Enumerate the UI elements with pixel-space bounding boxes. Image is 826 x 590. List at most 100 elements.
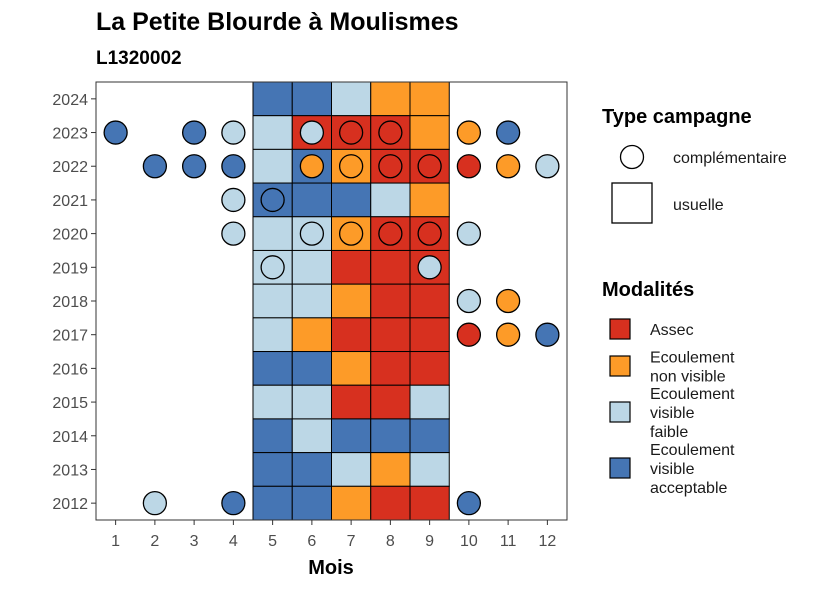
chart-title: La Petite Blourde à Moulismes [96,8,459,36]
x-tick-label: 3 [190,533,199,550]
point-2023-4 [221,120,246,145]
cell-2021-6 [291,182,332,218]
cell-2024-7 [331,81,372,117]
cell-2016-9 [409,351,450,386]
cell-2018-5 [252,283,293,319]
point-2023-8 [378,120,403,145]
point-2017-12 [535,322,560,347]
legend-type: complémentaire usuelle [611,144,787,224]
point-2022-10 [456,154,482,179]
legend-modalite-key-assec [609,318,631,340]
cell-2018-7 [331,283,372,319]
cell-2014-5 [252,418,293,454]
cell-2019-8 [370,249,411,285]
cell-2023-5 [252,115,293,150]
cell-2014-8 [370,418,411,454]
complementaire-points [103,120,560,516]
x-tick-label: 12 [538,533,556,550]
legend-modalite-label-faible: Ecoulement visible faible [650,386,735,441]
x-tick-label: 7 [347,533,356,550]
point-2022-8 [378,154,403,179]
cell-2017-9 [409,317,450,353]
y-tick-label: 2018 [52,294,88,311]
cell-2018-6 [291,283,332,319]
y-tick-label: 2013 [52,462,88,479]
cell-2016-8 [370,351,411,386]
x-axis: 1 2 3 4 5 6 7 8 9 10 11 12 [111,520,556,550]
point-2023-6 [299,120,325,145]
cell-2013-5 [252,452,293,487]
point-2020-8 [378,221,403,246]
cell-2015-9 [409,384,450,420]
point-2012-10 [456,491,482,516]
legend-modalite-key-acceptable [609,457,631,479]
cell-2015-6 [291,384,332,420]
cell-2017-7 [331,317,372,353]
cell-2019-7 [331,249,372,285]
cell-2012-6 [291,485,332,521]
cell-2016-5 [252,351,293,386]
point-2022-4 [221,154,246,179]
cell-2016-6 [291,351,332,386]
point-2019-9 [417,255,442,280]
y-tick-label: 2019 [52,260,88,277]
cell-2015-7 [331,384,372,420]
usuelle-cells [252,81,450,521]
cell-2024-6 [291,81,332,117]
point-2018-10 [456,288,482,314]
point-2022-3 [181,154,207,179]
legend-type-label-complementaire: complémentaire [673,150,787,167]
point-2017-10 [456,322,482,347]
chart-subtitle: L1320002 [96,48,182,69]
y-tick-label: 2022 [52,159,88,176]
point-2022-7 [338,154,364,179]
x-tick-label: 9 [425,533,434,550]
legend-modalite-label-assec: Assec [650,322,694,339]
y-tick-label: 2024 [52,92,88,109]
cell-2023-9 [409,115,450,150]
legend-modalite-key-faible [609,401,631,423]
cell-2013-9 [409,452,450,487]
x-axis-title: Mois [308,557,354,579]
y-tick-label: 2023 [52,126,88,143]
y-tick-label: 2021 [52,193,88,210]
y-tick-label: 2017 [52,328,88,345]
point-2023-1 [103,120,128,145]
point-2022-6 [299,154,325,179]
cell-2013-7 [331,452,372,487]
point-2012-4 [221,491,246,516]
cell-2012-9 [409,485,450,521]
cell-2013-6 [291,452,332,487]
cell-2018-8 [370,283,411,319]
point-2023-3 [181,120,207,145]
point-2020-9 [417,221,442,246]
cell-2014-9 [409,418,450,454]
point-2023-7 [338,120,364,145]
cell-2013-8 [370,452,411,487]
point-2022-11 [495,154,521,179]
cell-2012-7 [331,485,372,521]
legend-type-label-usuelle: usuelle [673,197,724,214]
cell-2018-9 [409,283,450,319]
y-axis: 2024 2023 2022 2021 2020 2019 2018 2017 2016 2015… [52,92,96,513]
legend-modalite-label-acceptable: Ecoulement visible acceptable [650,442,735,497]
cell-2020-5 [252,216,293,251]
cell-2014-6 [291,418,332,454]
cell-2022-5 [252,148,293,184]
x-tick-label: 2 [150,533,159,550]
point-2022-12 [535,154,560,179]
legend-type-key-usuelle [611,182,653,224]
cell-2015-8 [370,384,411,420]
x-tick-label: 8 [386,533,395,550]
legend-modalites-title: Modalités [602,279,694,301]
cell-2021-8 [370,182,411,218]
point-2018-11 [495,288,521,314]
point-2012-2 [142,491,168,516]
point-2023-10 [456,120,482,145]
x-tick-label: 1 [111,533,120,550]
x-tick-label: 5 [268,533,277,550]
x-tick-label: 6 [307,533,316,550]
point-2022-9 [417,154,442,179]
